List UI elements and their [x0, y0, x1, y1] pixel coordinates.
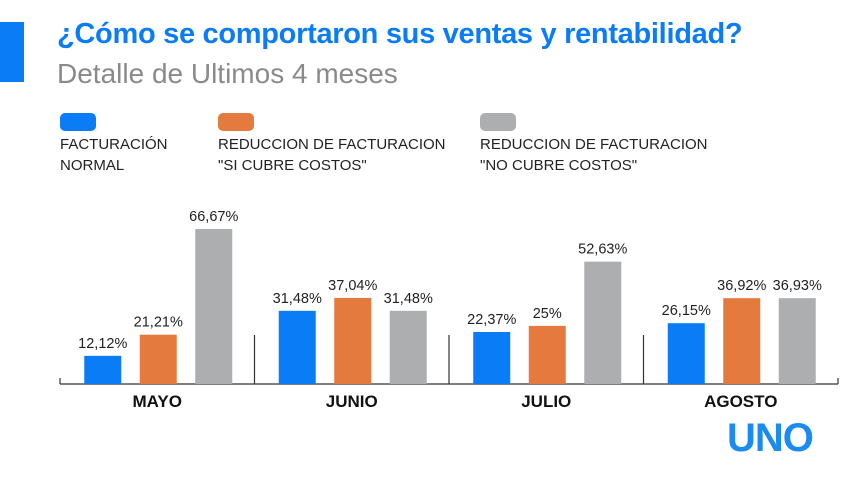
bar — [139, 334, 177, 384]
legend-label: REDUCCION DE FACTURACION "SI CUBRE COSTO… — [218, 136, 446, 174]
data-label: 52,63% — [578, 242, 627, 258]
bar — [334, 297, 372, 384]
legend-swatch — [218, 113, 254, 131]
legend-item: FACTURACIÓN NORMAL — [60, 113, 168, 176]
bar — [195, 229, 233, 384]
bar — [473, 331, 511, 384]
category-label: JULIO — [521, 392, 571, 411]
bar — [278, 310, 316, 384]
bar — [667, 323, 705, 384]
data-label: 36,93% — [773, 278, 822, 294]
title-accent-bar — [0, 22, 24, 82]
data-label: 25% — [533, 306, 562, 322]
page-title: ¿Cómo se comportaron sus ventas y rentab… — [57, 18, 743, 50]
data-label: 26,15% — [662, 303, 711, 319]
data-label: 66,67% — [189, 209, 238, 225]
bar — [84, 355, 122, 384]
data-label: 31,48% — [384, 291, 433, 307]
data-label: 12,12% — [78, 336, 127, 352]
page-subtitle: Detalle de Ultimos 4 meses — [57, 58, 398, 89]
legend-swatch — [60, 113, 96, 131]
bar — [389, 310, 427, 384]
data-label: 36,92% — [717, 278, 766, 294]
bar — [584, 261, 622, 384]
category-label: JUNIO — [326, 392, 378, 411]
category-label: MAYO — [133, 392, 182, 411]
bar — [723, 298, 761, 384]
legend-swatch — [480, 113, 516, 131]
legend-label: REDUCCION DE FACTURACION "NO CUBRE COSTO… — [480, 136, 708, 174]
legend-item: REDUCCION DE FACTURACION "NO CUBRE COSTO… — [480, 113, 708, 176]
bar — [778, 298, 816, 384]
category-label: AGOSTO — [704, 392, 777, 411]
uno-logo: UNO — [727, 416, 814, 460]
legend-item: REDUCCION DE FACTURACION "SI CUBRE COSTO… — [218, 113, 446, 176]
bar — [528, 325, 566, 384]
legend-label: FACTURACIÓN NORMAL — [60, 136, 168, 174]
data-label: 21,21% — [134, 315, 183, 331]
data-label: 31,48% — [273, 291, 322, 307]
data-label: 37,04% — [328, 278, 377, 294]
data-label: 22,37% — [467, 312, 516, 328]
